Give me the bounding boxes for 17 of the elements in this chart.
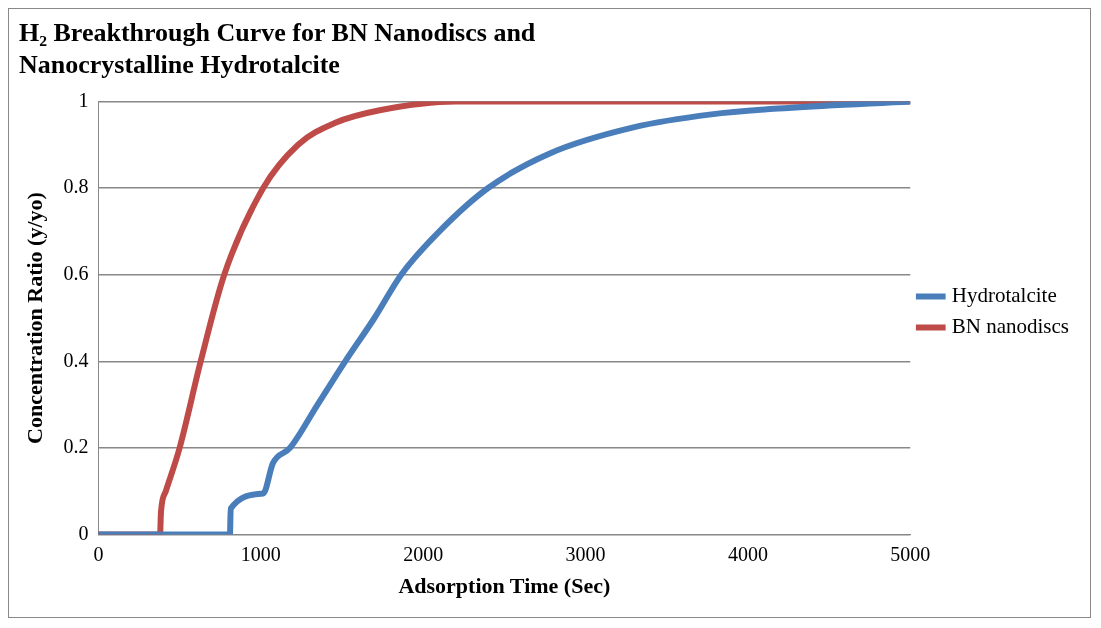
x-tick-label: 1000: [240, 542, 281, 565]
x-tick-label: 2000: [403, 542, 444, 565]
x-tick-label: 3000: [565, 542, 606, 565]
y-tick-label: 0.4: [63, 348, 89, 371]
y-tick-label: 1: [78, 88, 89, 111]
x-tick-label: 5000: [890, 542, 931, 565]
x-tick-label: 4000: [727, 542, 768, 565]
y-tick-label: 0.6: [63, 261, 89, 284]
chart-title: H₂ Breakthrough Curve for BN Nanodiscs and Nanocrystalline Hydrotalcite: [19, 18, 536, 79]
y-tick-label: 0.8: [63, 175, 89, 198]
x-axis-title: Adsorption Time (Sec): [398, 573, 611, 599]
legend-label: BN nanodiscs: [951, 314, 1070, 339]
legend-label: Hydrotalcite: [951, 283, 1057, 308]
y-tick-label: 0: [78, 521, 89, 544]
x-tick-label: 0: [93, 542, 104, 565]
y-axis-title: Concentration Ratio (y/yo): [21, 192, 47, 444]
y-tick-label: 0.2: [63, 435, 89, 458]
